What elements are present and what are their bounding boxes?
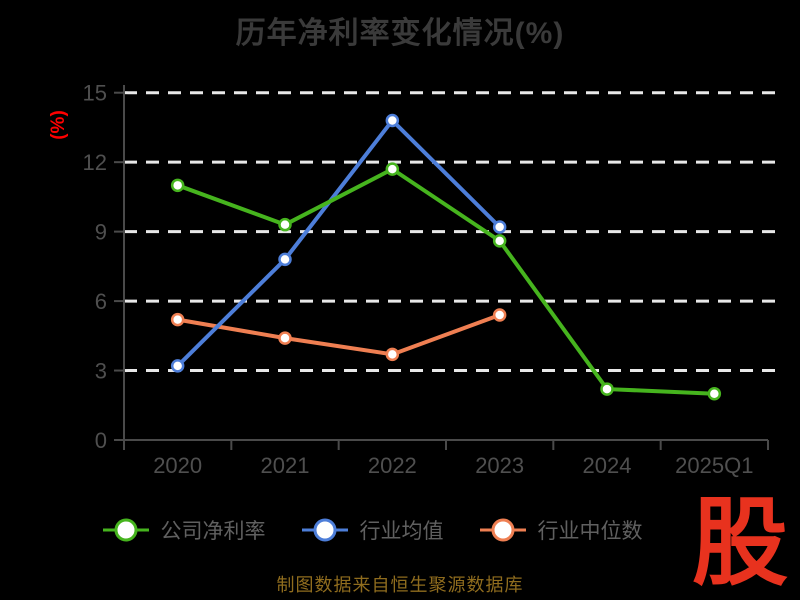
data-point-company-net-margin <box>170 178 185 193</box>
x-tick-label: 2024 <box>583 453 632 478</box>
data-point-industry-mean <box>278 252 292 267</box>
series-line-industry-mean <box>175 118 502 368</box>
legend: 公司净利率 行业均值 行业中位数 <box>0 515 745 545</box>
legend-item-label: 行业均值 <box>359 520 444 543</box>
source-note: 制图数据来自恒生聚源数据库 <box>276 575 524 595</box>
y-tick-label: 15 <box>83 81 107 106</box>
y-tick-label: 9 <box>95 220 107 245</box>
y-tick-label: 12 <box>83 150 107 175</box>
legend-item: 行业中位数 <box>479 515 643 545</box>
data-point-company-net-margin <box>600 382 614 396</box>
line-marker-icon <box>479 518 526 542</box>
legend-item-label: 公司净利率 <box>160 520 266 543</box>
y-tick-label: 3 <box>95 359 107 384</box>
data-point-industry-mean <box>170 359 185 373</box>
line-marker-icon <box>301 518 348 542</box>
x-tick-label: 2025Q1 <box>675 453 753 478</box>
legend-item-label: 行业中位数 <box>537 520 643 543</box>
data-point-industry-median <box>492 308 507 322</box>
y-tick-label: 0 <box>95 428 107 453</box>
legend-item: 公司净利率 <box>102 515 266 545</box>
y-tick-label: 6 <box>95 289 107 314</box>
series-line-industry-median <box>175 312 502 357</box>
x-tick-label: 2022 <box>368 453 417 478</box>
x-tick-label: 2023 <box>475 453 524 478</box>
data-point-industry-median <box>278 331 292 345</box>
x-tick-label: 2020 <box>153 453 202 478</box>
legend-item: 行业均值 <box>301 515 444 545</box>
line-marker-icon <box>102 518 149 542</box>
data-point-industry-mean <box>385 113 400 128</box>
data-point-company-net-margin <box>278 217 292 232</box>
x-tick-label: 2021 <box>261 453 310 478</box>
data-point-industry-mean <box>492 220 507 234</box>
chart-title: 历年净利率变化情况(%) <box>235 17 565 50</box>
data-point-industry-median <box>385 347 400 362</box>
series-line-company-net-margin <box>175 167 717 396</box>
stock-watermark-logo: 股 <box>692 490 788 597</box>
data-point-company-net-margin <box>385 162 400 176</box>
data-point-company-net-margin <box>492 234 507 248</box>
data-point-company-net-margin <box>707 386 722 401</box>
data-point-industry-median <box>170 312 185 327</box>
